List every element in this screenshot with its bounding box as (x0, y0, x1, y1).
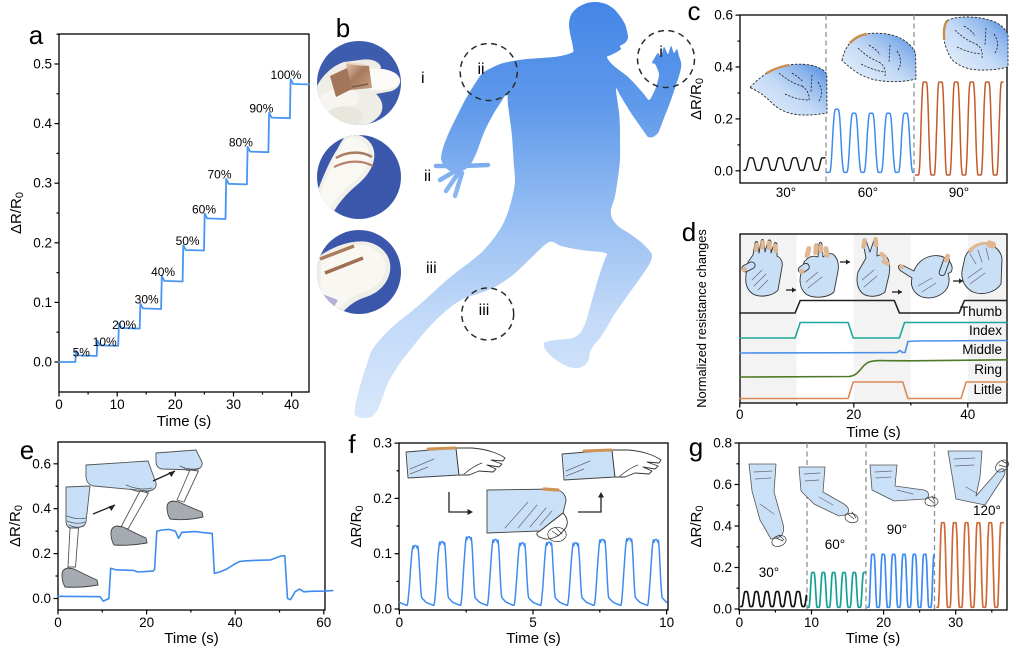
svg-text:120°: 120° (973, 503, 1001, 518)
svg-text:a: a (29, 20, 44, 50)
svg-text:ΔR/R0: ΔR/R0 (688, 78, 706, 120)
svg-text:60°: 60° (825, 537, 845, 552)
svg-text:5%: 5% (73, 345, 91, 359)
svg-text:40: 40 (284, 397, 299, 412)
svg-text:60%: 60% (192, 202, 216, 216)
svg-text:0.6: 0.6 (713, 477, 732, 492)
svg-text:0: 0 (736, 407, 744, 422)
svg-text:0.1: 0.1 (33, 295, 52, 310)
svg-text:0.4: 0.4 (32, 501, 51, 516)
svg-text:d: d (682, 217, 696, 247)
svg-text:Thumb: Thumb (960, 304, 1002, 319)
svg-text:90°: 90° (887, 522, 907, 537)
svg-text:Time (s): Time (s) (846, 424, 900, 441)
svg-text:Time (s): Time (s) (157, 413, 211, 430)
svg-text:0.0: 0.0 (713, 602, 732, 617)
svg-text:iii: iii (426, 260, 437, 277)
svg-text:30%: 30% (135, 292, 159, 306)
svg-text:b: b (336, 13, 350, 43)
svg-text:70%: 70% (207, 168, 231, 182)
svg-text:10: 10 (804, 615, 819, 630)
svg-text:i: i (421, 70, 425, 87)
svg-text:40: 40 (960, 407, 975, 422)
svg-text:20: 20 (168, 397, 183, 412)
svg-text:10: 10 (110, 397, 125, 412)
svg-text:Little: Little (973, 382, 1002, 397)
svg-text:0.2: 0.2 (713, 560, 732, 575)
svg-text:0: 0 (396, 615, 404, 630)
svg-text:0.6: 0.6 (32, 456, 51, 471)
svg-text:0: 0 (55, 397, 63, 412)
svg-text:0: 0 (736, 615, 744, 630)
svg-text:ΔR/R0: ΔR/R0 (7, 505, 25, 547)
svg-text:0.4: 0.4 (33, 116, 52, 131)
svg-text:10: 10 (659, 615, 674, 630)
svg-text:0.3: 0.3 (373, 436, 392, 451)
svg-text:Middle: Middle (962, 342, 1002, 357)
svg-text:30: 30 (948, 615, 963, 630)
svg-text:Time (s): Time (s) (846, 630, 900, 647)
svg-text:Time (s): Time (s) (506, 630, 560, 647)
svg-text:0.0: 0.0 (714, 163, 733, 178)
svg-text:0.0: 0.0 (373, 602, 392, 617)
svg-text:60°: 60° (858, 185, 878, 200)
svg-text:0.4: 0.4 (714, 60, 733, 75)
svg-text:ii: ii (477, 61, 484, 78)
svg-text:40: 40 (228, 615, 243, 630)
svg-text:i: i (659, 44, 663, 61)
svg-text:0.0: 0.0 (33, 355, 52, 370)
svg-text:Ring: Ring (974, 362, 1002, 377)
svg-text:90°: 90° (949, 185, 969, 200)
svg-text:iii: iii (479, 302, 490, 319)
svg-text:0.2: 0.2 (32, 546, 51, 561)
svg-text:30°: 30° (776, 185, 796, 200)
svg-text:80%: 80% (229, 136, 253, 150)
svg-text:g: g (689, 432, 703, 462)
svg-text:90%: 90% (249, 102, 273, 116)
svg-text:ΔR/R0: ΔR/R0 (8, 192, 26, 234)
svg-text:0: 0 (54, 615, 62, 630)
svg-text:10%: 10% (93, 335, 117, 349)
svg-text:30°: 30° (759, 565, 779, 580)
svg-text:5: 5 (529, 615, 537, 630)
svg-text:ΔR/R0: ΔR/R0 (348, 506, 366, 548)
svg-text:0.2: 0.2 (714, 111, 733, 126)
svg-text:ΔR/R0: ΔR/R0 (688, 506, 706, 548)
svg-text:0.0: 0.0 (32, 591, 51, 606)
svg-text:0.8: 0.8 (713, 436, 732, 451)
svg-text:Normalized resistance changes: Normalized resistance changes (694, 229, 709, 408)
svg-text:f: f (348, 429, 356, 459)
svg-text:Index: Index (969, 323, 1002, 338)
svg-text:0.6: 0.6 (714, 8, 733, 23)
svg-text:0.1: 0.1 (373, 546, 392, 561)
svg-text:20%: 20% (112, 318, 136, 332)
svg-text:20: 20 (876, 615, 891, 630)
svg-text:0.5: 0.5 (33, 57, 52, 72)
svg-text:e: e (20, 435, 34, 465)
svg-text:40%: 40% (151, 265, 175, 279)
svg-text:50%: 50% (176, 234, 200, 248)
svg-text:0.2: 0.2 (33, 235, 52, 250)
svg-text:0.2: 0.2 (373, 491, 392, 506)
svg-text:60: 60 (316, 615, 331, 630)
svg-text:20: 20 (846, 407, 861, 422)
svg-text:0.3: 0.3 (33, 176, 52, 191)
svg-text:c: c (688, 0, 701, 26)
svg-text:30: 30 (226, 397, 241, 412)
svg-text:0.4: 0.4 (713, 519, 732, 534)
svg-text:20: 20 (139, 615, 154, 630)
svg-text:ii: ii (424, 168, 431, 185)
svg-text:100%: 100% (271, 68, 302, 82)
svg-text:Time (s): Time (s) (164, 630, 218, 647)
